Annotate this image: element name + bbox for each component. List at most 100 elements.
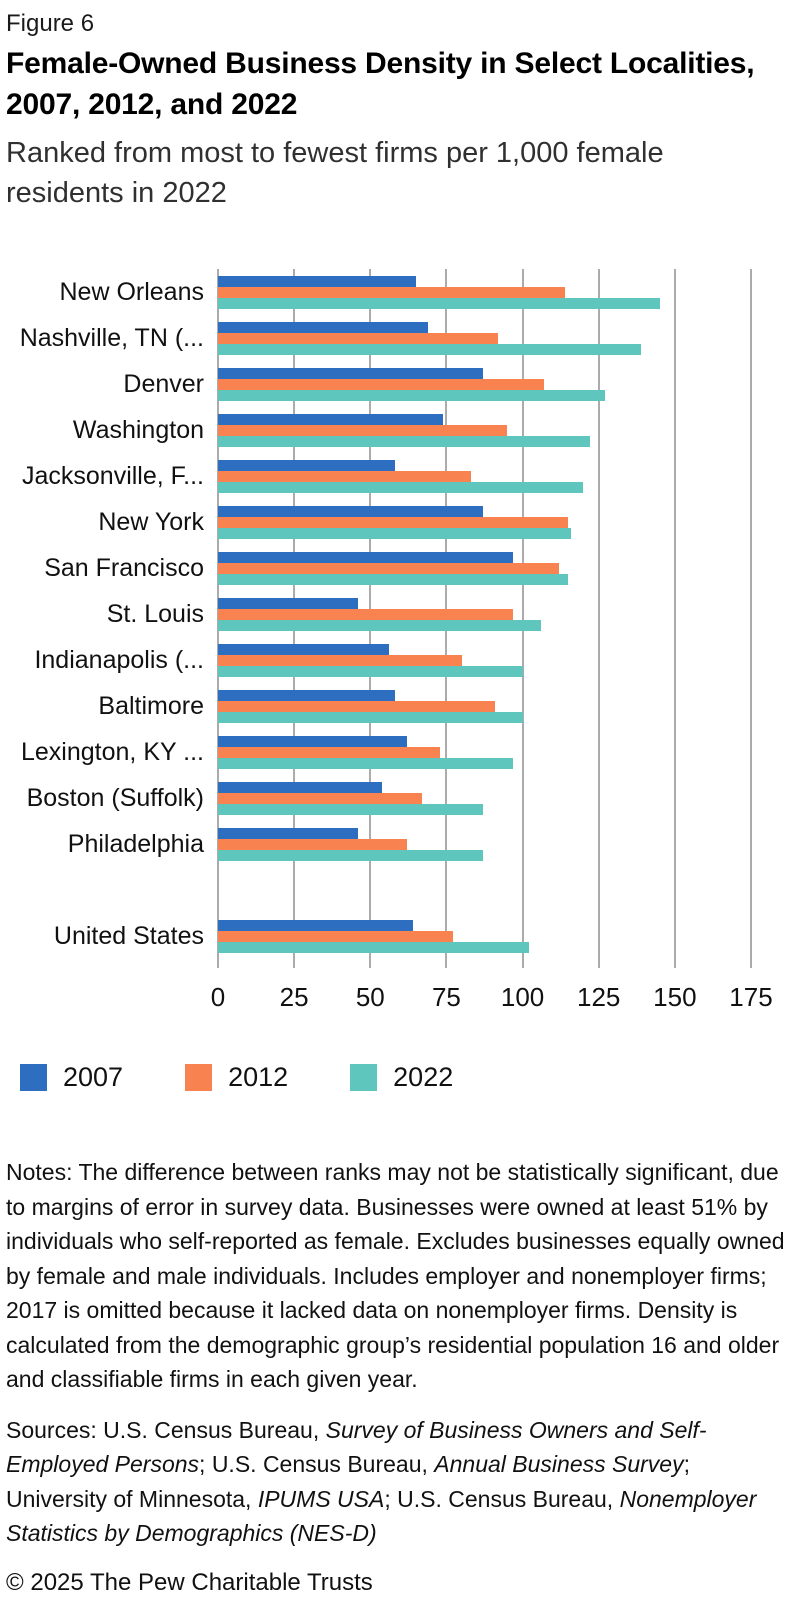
bar-group bbox=[218, 781, 751, 815]
bar-2007 bbox=[218, 367, 483, 379]
bar-2022 bbox=[218, 803, 483, 815]
legend-swatch bbox=[185, 1064, 213, 1092]
bar-group bbox=[218, 505, 751, 539]
x-tick-label: 0 bbox=[210, 982, 226, 1013]
bar-chart: New Orleans Nashville, TN (... Denver Washi… bbox=[0, 269, 792, 1093]
chart-row: New York bbox=[0, 499, 792, 545]
bar-2012 bbox=[218, 838, 407, 850]
x-tick-label: 125 bbox=[577, 982, 621, 1013]
bar-2007 bbox=[218, 597, 359, 609]
category-label: Philadelphia bbox=[67, 829, 204, 858]
bar-group bbox=[218, 689, 751, 723]
bar-2022 bbox=[218, 619, 541, 631]
bar-2012 bbox=[218, 378, 544, 390]
bar-2012 bbox=[218, 332, 499, 344]
chart-row: Denver bbox=[0, 361, 792, 407]
bar-group bbox=[218, 643, 751, 677]
legend-item: 2012 bbox=[185, 1062, 288, 1093]
bar-2007 bbox=[218, 781, 383, 793]
bar-2022 bbox=[218, 573, 569, 585]
x-tick-label: 150 bbox=[653, 982, 697, 1013]
legend-label: 2022 bbox=[393, 1062, 454, 1093]
legend-swatch bbox=[20, 1064, 47, 1092]
figure-header: Figure 6 Female-Owned Business Density i… bbox=[0, 0, 792, 213]
bar-group bbox=[218, 919, 751, 953]
bar-2007 bbox=[218, 827, 359, 839]
axis-tick bbox=[369, 959, 372, 969]
bar-2007 bbox=[218, 643, 389, 655]
chart-row: United States bbox=[0, 913, 792, 959]
axis-tick bbox=[445, 959, 448, 969]
bar-2012 bbox=[218, 792, 423, 804]
axis-ticks bbox=[217, 959, 752, 969]
category-label: New Orleans bbox=[59, 277, 205, 306]
bar-group bbox=[218, 551, 751, 585]
bar-group bbox=[218, 275, 751, 309]
bar-group bbox=[218, 597, 751, 631]
bar-2022 bbox=[218, 435, 590, 447]
axis-tick bbox=[217, 959, 219, 969]
gridline bbox=[597, 269, 600, 960]
figure-title: Female-Owned Business Density in Select … bbox=[6, 47, 755, 121]
chart-row: Washington bbox=[0, 407, 792, 453]
bar-group bbox=[218, 459, 751, 493]
bar-2012 bbox=[218, 746, 441, 758]
category-label: Baltimore bbox=[98, 691, 204, 720]
chart-row: St. Louis bbox=[0, 591, 792, 637]
bar-2007 bbox=[218, 459, 395, 471]
source-title: Annual Business Survey bbox=[434, 1451, 684, 1478]
legend-label: 2007 bbox=[63, 1062, 124, 1093]
chart-row: Lexington, KY ... bbox=[0, 729, 792, 775]
bar-2012 bbox=[218, 286, 566, 298]
category-label: Jacksonville, F... bbox=[21, 461, 204, 490]
x-tick-label: 50 bbox=[355, 982, 385, 1013]
bar-2007 bbox=[218, 689, 395, 701]
category-label: Nashville, TN (... bbox=[19, 323, 204, 352]
gridline bbox=[521, 269, 524, 960]
legend-swatch bbox=[350, 1064, 378, 1092]
bar-2012 bbox=[218, 516, 569, 528]
category-label: Lexington, KY ... bbox=[21, 737, 204, 766]
x-axis: 0 25 50 75 100 125 150 175 bbox=[211, 982, 773, 1026]
x-tick-label: 75 bbox=[431, 982, 461, 1013]
bar-2012 bbox=[218, 424, 508, 436]
source-text: Sources: U.S. Census Bureau, bbox=[6, 1416, 326, 1443]
chart-row: New Orleans bbox=[0, 269, 792, 315]
chart-row: Baltimore bbox=[0, 683, 792, 729]
bar-group bbox=[218, 367, 751, 401]
axis-tick bbox=[597, 959, 600, 969]
bar-group bbox=[218, 413, 751, 447]
bar-2022 bbox=[218, 297, 660, 309]
bar-2007 bbox=[218, 735, 407, 747]
category-label: New York bbox=[98, 507, 204, 536]
bar-2012 bbox=[218, 654, 462, 666]
bar-2007 bbox=[218, 275, 416, 287]
source-text: ; U.S. Census Bureau, bbox=[199, 1451, 435, 1478]
gridline bbox=[750, 269, 752, 960]
axis-tick bbox=[293, 959, 296, 969]
source-title: Nonemployer Statistics by Demographics (… bbox=[6, 1485, 757, 1547]
bar-2022 bbox=[218, 527, 572, 539]
source-text: ; U.S. Census Bureau, bbox=[384, 1485, 620, 1512]
bar-2007 bbox=[218, 505, 483, 517]
category-label: Indianapolis (... bbox=[34, 645, 204, 674]
legend-item: 2022 bbox=[350, 1062, 453, 1093]
legend-item: 2007 bbox=[20, 1062, 123, 1093]
bar-2022 bbox=[218, 941, 529, 953]
legend-label: 2012 bbox=[228, 1062, 289, 1093]
bar-2012 bbox=[218, 562, 560, 574]
x-tick-label: 100 bbox=[500, 982, 545, 1013]
bar-2007 bbox=[218, 321, 429, 333]
bar-2007 bbox=[218, 919, 413, 931]
category-label: United States bbox=[53, 921, 204, 950]
chart-row: Nashville, TN (... bbox=[0, 315, 792, 361]
copyright-text: © 2025 The Pew Charitable Trusts bbox=[6, 1568, 373, 1596]
axis-tick bbox=[750, 959, 752, 969]
x-tick-label: 25 bbox=[279, 982, 309, 1013]
bar-2012 bbox=[218, 470, 471, 482]
bar-2022 bbox=[218, 849, 483, 861]
bar-2007 bbox=[218, 413, 444, 425]
chart-row: Jacksonville, F... bbox=[0, 453, 792, 499]
gridline bbox=[673, 269, 676, 960]
figure-subtitle: Ranked from most to fewest firms per 1,0… bbox=[6, 137, 664, 210]
